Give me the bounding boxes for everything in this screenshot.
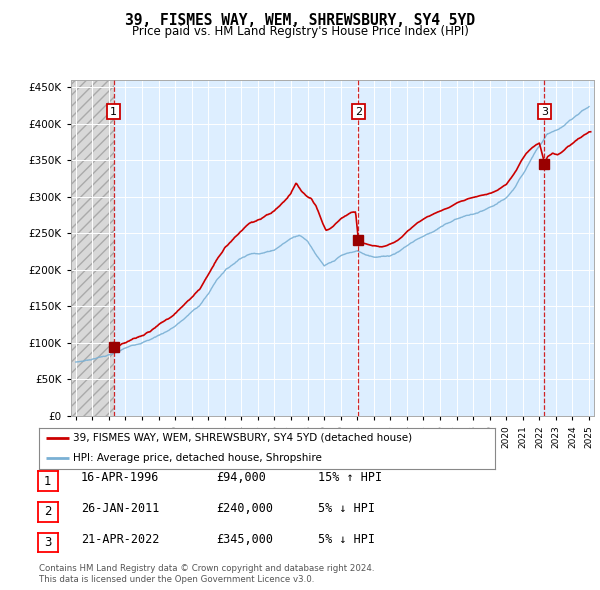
Text: Contains HM Land Registry data © Crown copyright and database right 2024.: Contains HM Land Registry data © Crown c… xyxy=(39,565,374,573)
Text: 39, FISMES WAY, WEM, SHREWSBURY, SY4 5YD: 39, FISMES WAY, WEM, SHREWSBURY, SY4 5YD xyxy=(125,13,475,28)
Text: 16-APR-1996: 16-APR-1996 xyxy=(81,471,160,484)
Text: 1: 1 xyxy=(110,107,117,117)
Text: £345,000: £345,000 xyxy=(216,533,273,546)
Text: 39, FISMES WAY, WEM, SHREWSBURY, SY4 5YD (detached house): 39, FISMES WAY, WEM, SHREWSBURY, SY4 5YD… xyxy=(73,432,412,442)
Text: 21-APR-2022: 21-APR-2022 xyxy=(81,533,160,546)
Text: 2: 2 xyxy=(355,107,362,117)
Text: 15% ↑ HPI: 15% ↑ HPI xyxy=(318,471,382,484)
Text: 1: 1 xyxy=(44,474,52,488)
Text: 2: 2 xyxy=(44,505,52,519)
Text: 3: 3 xyxy=(541,107,548,117)
Text: 3: 3 xyxy=(44,536,52,549)
Text: 5% ↓ HPI: 5% ↓ HPI xyxy=(318,502,375,515)
Text: 26-JAN-2011: 26-JAN-2011 xyxy=(81,502,160,515)
Text: £240,000: £240,000 xyxy=(216,502,273,515)
Bar xyxy=(71,80,113,416)
Text: Price paid vs. HM Land Registry's House Price Index (HPI): Price paid vs. HM Land Registry's House … xyxy=(131,25,469,38)
Text: 5% ↓ HPI: 5% ↓ HPI xyxy=(318,533,375,546)
Text: £94,000: £94,000 xyxy=(216,471,266,484)
Text: HPI: Average price, detached house, Shropshire: HPI: Average price, detached house, Shro… xyxy=(73,453,322,463)
Text: This data is licensed under the Open Government Licence v3.0.: This data is licensed under the Open Gov… xyxy=(39,575,314,584)
